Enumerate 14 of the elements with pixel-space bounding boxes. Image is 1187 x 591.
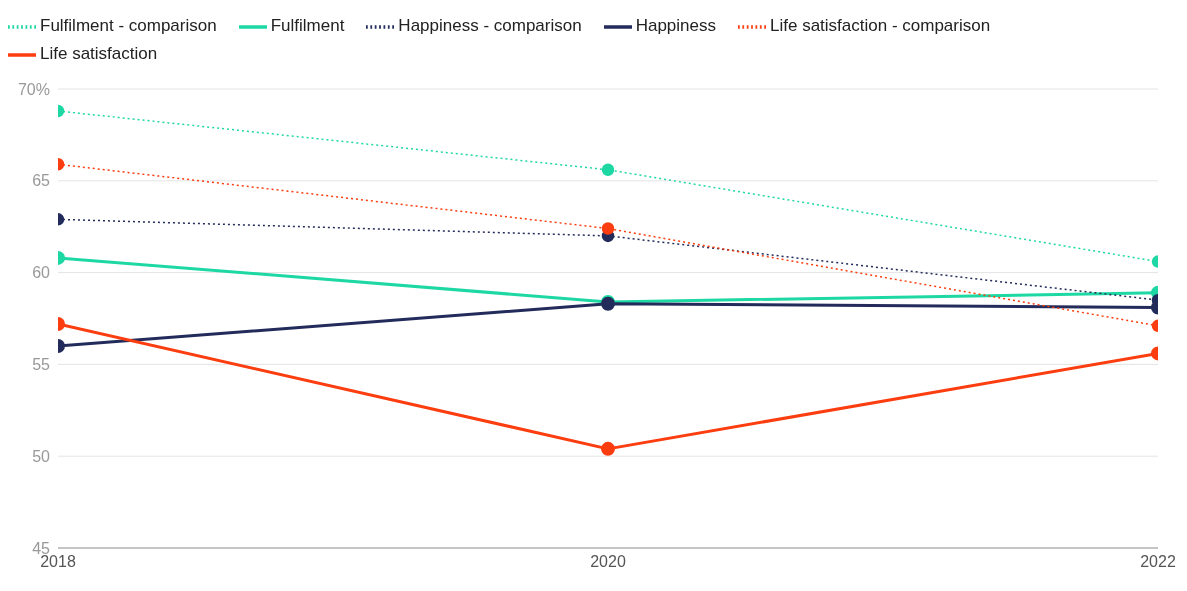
y-tick-label: 55 — [32, 356, 51, 374]
y-tick-label: 70% — [17, 80, 50, 98]
legend-label: Happiness — [635, 16, 716, 36]
legend-label: Life satisfaction — [40, 44, 158, 64]
x-tick-label: 2020 — [590, 553, 626, 571]
x-tick-label: 2022 — [1140, 553, 1176, 571]
y-tick-label: 60 — [32, 264, 51, 282]
legend-label: Fulfilment — [270, 16, 345, 36]
y-tick-label: 50 — [32, 447, 51, 465]
x-tick-label: 2018 — [40, 553, 76, 571]
y-tick-label: 65 — [32, 172, 51, 190]
legend-label: Life satisfaction - comparison — [770, 16, 991, 36]
legend-label: Happiness - comparison — [398, 16, 582, 36]
legend-label: Fulfilment - comparison — [40, 16, 217, 36]
